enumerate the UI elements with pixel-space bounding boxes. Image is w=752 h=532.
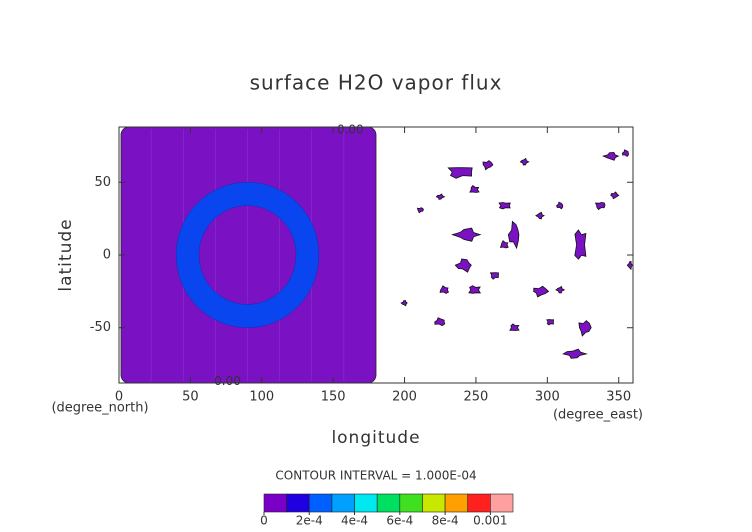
patch — [499, 240, 509, 249]
patch — [454, 258, 472, 273]
patch — [469, 185, 480, 193]
colorbar-tick-label: 0.001 — [473, 514, 507, 528]
patch — [610, 191, 620, 200]
patch — [434, 317, 446, 327]
patch — [451, 227, 482, 242]
patch — [439, 285, 450, 294]
colorbar-box — [376, 493, 401, 513]
patch — [489, 272, 499, 280]
colorbar-box — [444, 493, 469, 513]
patch — [468, 285, 482, 294]
patch — [602, 151, 620, 161]
patch — [578, 320, 592, 337]
y-tick-label: 50 — [94, 175, 111, 190]
y-axis-label: latitude — [56, 218, 76, 291]
colorbar-box — [467, 493, 491, 513]
x-tick-label: 300 — [535, 390, 560, 405]
colorbar-tick-label: 0 — [260, 514, 268, 528]
patch — [546, 319, 555, 326]
patch — [594, 201, 606, 211]
ring-region — [175, 182, 320, 328]
patch — [556, 201, 564, 210]
patch — [555, 285, 566, 294]
x-tick-label: 100 — [249, 390, 274, 405]
x-unit: (degree_east) — [553, 408, 643, 423]
patch — [447, 167, 473, 179]
x-tick-label: 0 — [115, 390, 123, 405]
patch — [509, 323, 520, 331]
x-tick-label: 150 — [321, 390, 346, 405]
filled-region — [120, 126, 377, 384]
x-tick-label: 200 — [392, 390, 417, 405]
colorbar-box — [422, 493, 446, 513]
colorbar-box — [286, 493, 310, 513]
patch — [435, 193, 446, 200]
colorbar-tick-label: 4e-4 — [341, 514, 368, 528]
y-unit: (degree_north) — [51, 401, 148, 416]
patch — [482, 160, 494, 171]
colorbar-tick-label: 8e-4 — [432, 514, 459, 528]
patch — [562, 348, 589, 359]
colorbar-box — [399, 493, 423, 513]
colorbar-box — [263, 493, 287, 513]
colorbar-tick-label: 2e-4 — [296, 514, 323, 528]
colorbar-title: CONTOUR INTERVAL = 1.000E-04 — [275, 469, 476, 483]
patch — [498, 202, 511, 210]
colorbar-box — [331, 493, 355, 513]
patch — [400, 300, 408, 307]
x-axis-label: longitude — [331, 428, 420, 448]
patch — [626, 260, 634, 271]
colorbar-box — [308, 493, 333, 513]
patch — [533, 285, 550, 298]
patch — [535, 211, 545, 220]
y-tick-label: -50 — [90, 320, 111, 335]
colorbar-box — [490, 493, 514, 513]
patch — [507, 220, 520, 250]
y-tick-label: 0 — [103, 248, 111, 263]
colorbar-tick-label: 6e-4 — [386, 514, 413, 528]
x-tick-label: 250 — [464, 390, 489, 405]
contour-label: 0.00 — [214, 374, 241, 388]
chart-title: surface H2O vapor flux — [250, 71, 503, 95]
patch — [574, 229, 587, 260]
patch — [416, 207, 424, 214]
colorbar-box — [354, 493, 378, 513]
patch — [621, 149, 629, 157]
contour-label: 0.00 — [337, 122, 364, 136]
patch — [519, 157, 530, 166]
x-tick-label: 350 — [606, 390, 631, 405]
x-tick-label: 50 — [182, 390, 199, 405]
